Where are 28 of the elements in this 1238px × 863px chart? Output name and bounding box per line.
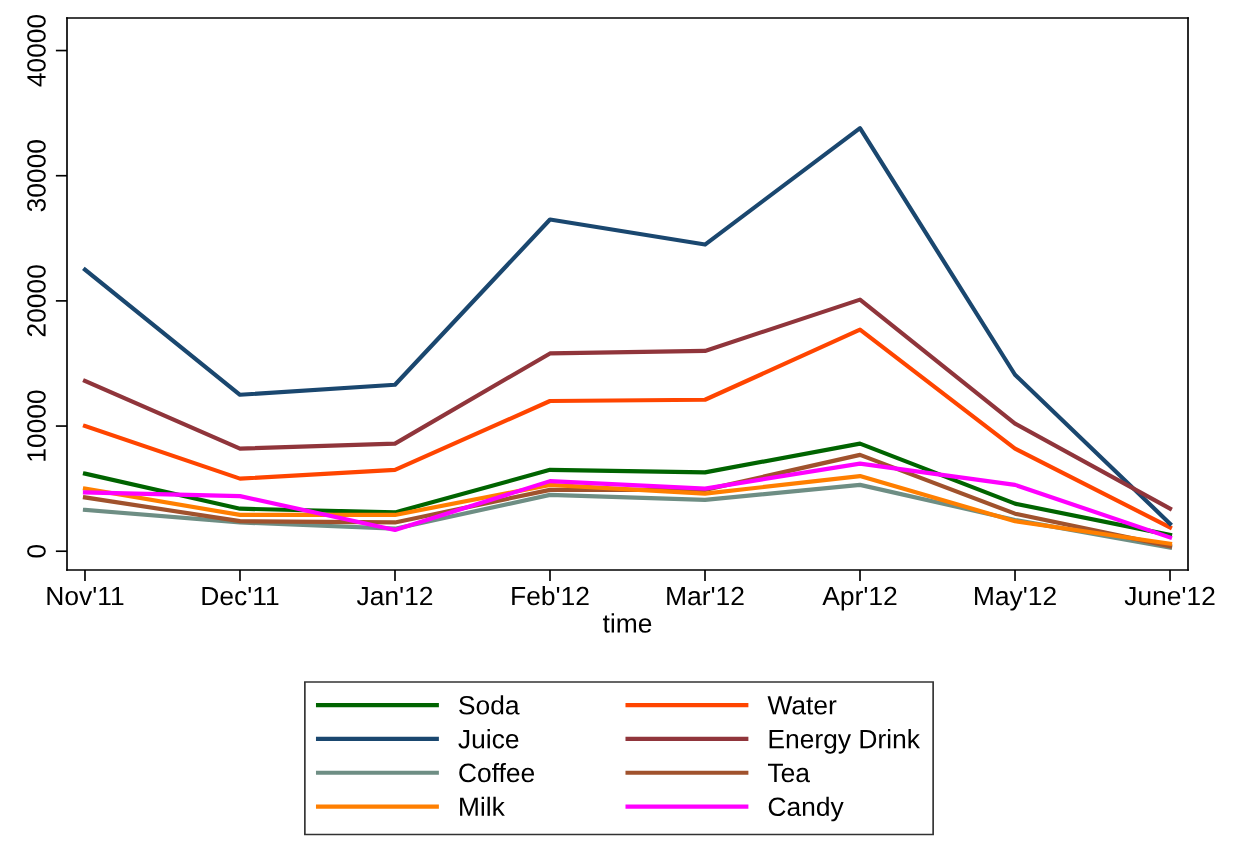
x-tick-label: Mar'12: [667, 586, 744, 606]
legend-label: Soda: [459, 695, 520, 715]
x-tick-label: May'12: [975, 586, 1056, 611]
x-axis-title: time: [602, 613, 652, 633]
legend-label: Energy Drink: [769, 729, 920, 754]
x-tick-label: Nov'11: [47, 586, 124, 606]
x-tick-label: Feb'12: [512, 585, 589, 606]
legend-label: Coffee: [459, 762, 535, 783]
line-series: [82, 441, 1173, 538]
line-series: [82, 126, 1173, 526]
legend-label: Milk: [460, 796, 505, 816]
legend-label: Juice: [458, 729, 519, 749]
x-tick-label: Jan'12: [356, 586, 433, 606]
line-series: [82, 474, 1173, 546]
legend-label: Candy: [768, 796, 844, 822]
y-tick-label: 30000: [27, 140, 46, 212]
line-series: [82, 297, 1173, 511]
y-tick-label: 20000: [27, 265, 46, 337]
line-series: [82, 327, 1173, 530]
x-tick-label: June'12: [1124, 586, 1215, 606]
legend-label: Water: [767, 696, 837, 715]
y-tick-label: 10000: [27, 390, 46, 461]
y-tick-label: 0: [27, 544, 46, 558]
legend-label: Tea: [768, 763, 810, 783]
line-series: [82, 461, 1173, 540]
y-tick-label: 40000: [27, 14, 46, 87]
x-tick-label: Apr'12: [822, 586, 897, 611]
x-tick-label: Dec'11: [202, 586, 279, 606]
